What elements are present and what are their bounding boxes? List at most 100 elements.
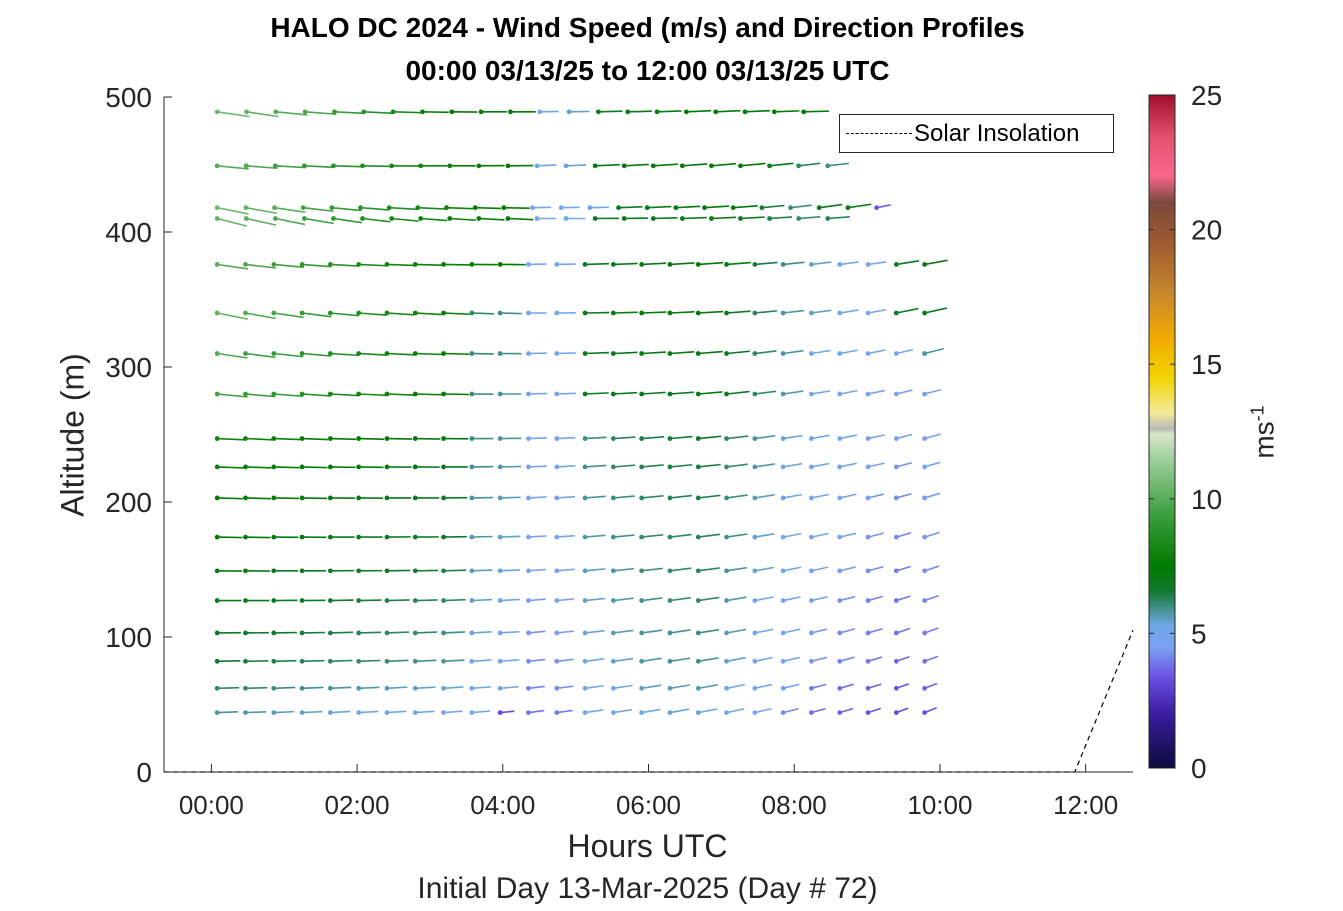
wind-point [476, 216, 482, 221]
wind-point [327, 495, 333, 501]
wind-vector [811, 532, 829, 538]
wind-vector [726, 435, 749, 440]
wind-point [667, 598, 673, 603]
wind-vector [330, 312, 359, 317]
wind-vector [217, 352, 248, 359]
wind-point [441, 391, 446, 397]
wind-point [356, 351, 362, 356]
wind-point [299, 658, 305, 664]
plot-area [164, 97, 1133, 772]
wind-point [893, 630, 899, 636]
wind-vector [556, 436, 576, 440]
wind-vector [896, 595, 911, 602]
wind-vector [613, 657, 634, 663]
wind-vector [896, 532, 912, 538]
wind-vector [330, 437, 357, 441]
wind-point [667, 391, 673, 397]
wind-point [272, 163, 278, 169]
wind-point [526, 310, 531, 316]
x-axis-label: Hours UTC [567, 828, 728, 864]
wind-point [271, 685, 277, 691]
wind-vector [528, 685, 545, 690]
wind-vector [528, 437, 547, 440]
wind-vector [330, 352, 359, 357]
wind-point [243, 464, 248, 470]
wind-vector [698, 684, 718, 690]
wind-vector [641, 311, 667, 314]
wind-point [526, 464, 531, 470]
wind-point [724, 436, 729, 441]
wind-point [469, 262, 475, 267]
wind-vector [246, 217, 277, 226]
wind-point [837, 436, 843, 441]
wind-vector [827, 215, 850, 220]
wind-point [384, 464, 390, 470]
wind-vector [811, 493, 829, 499]
wind-vector [507, 217, 534, 221]
wind-point [271, 710, 277, 715]
wind-vector [726, 494, 748, 499]
wind-vector [302, 393, 331, 397]
wind-point [497, 568, 503, 574]
x-tick-label: 10:00 [907, 790, 972, 820]
wind-point [695, 630, 701, 636]
wind-point [441, 495, 446, 501]
wind-vector [449, 217, 476, 222]
wind-vector [217, 497, 243, 500]
wind-vector [302, 437, 329, 441]
wind-point [476, 163, 482, 169]
wind-vector [500, 535, 521, 538]
wind-point [865, 630, 871, 636]
wind-vector [819, 203, 843, 209]
wind-vector [471, 535, 493, 538]
wind-vector [867, 595, 884, 602]
wind-vector [641, 464, 664, 468]
wind-vector [726, 628, 747, 634]
wind-vector [839, 309, 859, 314]
wind-vector [641, 629, 663, 634]
wind-vector [386, 393, 414, 396]
wind-vector [245, 686, 268, 690]
wind-vector [528, 535, 547, 538]
wind-vector [613, 436, 636, 440]
wind-vector [726, 390, 750, 395]
wind-point [271, 391, 277, 397]
wind-point [441, 598, 446, 603]
wind-vector [273, 312, 304, 319]
wind-point [667, 630, 673, 636]
wind-vector [744, 109, 770, 113]
wind-point [709, 216, 714, 221]
wind-point [302, 216, 307, 221]
wind-point [582, 710, 588, 715]
wind-vector [698, 533, 721, 538]
wind-point [809, 262, 814, 267]
wind-vector [556, 685, 574, 690]
wind-point [554, 710, 560, 715]
wind-vector [245, 312, 276, 320]
wind-vector [360, 206, 390, 211]
wind-point [809, 630, 814, 636]
wind-point [558, 205, 564, 211]
wind-point [526, 495, 531, 501]
wind-point [809, 495, 814, 501]
wind-point [695, 351, 701, 356]
wind-vector [839, 462, 857, 468]
wind-point [780, 391, 786, 397]
wind-point [469, 534, 475, 540]
x-tick-label: 08:00 [762, 790, 827, 820]
plot-axes: 00:00 02:00 04:00 06:00 08:00 10:00 12:00 0 100 2… [105, 82, 1133, 820]
wind-point [271, 436, 277, 441]
wind-point [271, 310, 277, 316]
wind-point [713, 109, 719, 115]
wind-point [356, 685, 362, 691]
wind-point [582, 685, 588, 691]
wind-point [302, 163, 307, 169]
wind-vector [443, 598, 466, 602]
wind-barbs [214, 109, 948, 715]
wind-point [639, 436, 645, 441]
wind-point [384, 568, 390, 574]
wind-vector [245, 263, 277, 269]
wind-point [497, 310, 503, 316]
wind-point [360, 163, 365, 169]
wind-point [214, 351, 220, 356]
